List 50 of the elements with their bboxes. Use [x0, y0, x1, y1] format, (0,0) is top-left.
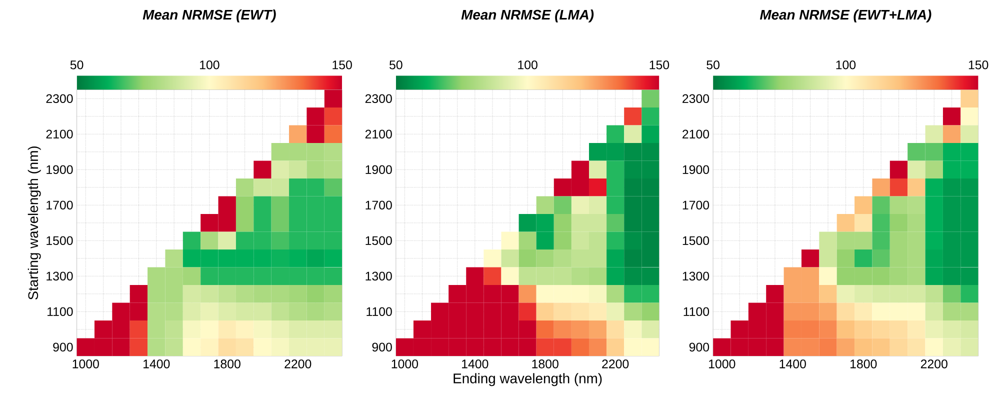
- y-axis-title: Starting wavelength (nm): [28, 146, 41, 300]
- color-bar-label: 150: [332, 60, 352, 70]
- chart-title: Mean NRMSE (EWT): [142, 10, 276, 22]
- y-tick-label: 1500: [366, 236, 392, 246]
- y-tick-label: 1100: [684, 307, 710, 316]
- color-bar-label: 100: [200, 60, 220, 70]
- y-tick-label: 1500: [682, 236, 710, 246]
- y-tick-label: 1500: [46, 236, 73, 246]
- y-tick-label: 900: [689, 342, 710, 352]
- y-tick-label: 1900: [366, 165, 392, 174]
- y-tick-label: 2100: [46, 130, 73, 139]
- y-tick-label: 1300: [682, 272, 710, 281]
- y-tick-label: 1700: [366, 200, 392, 210]
- x-tick-label: 1800: [214, 360, 240, 368]
- color-bar-label: 50: [390, 60, 402, 70]
- x-tick-label: 1000: [392, 360, 418, 368]
- color-bar-label: 50: [70, 60, 84, 70]
- x-tick-label: 1400: [144, 360, 170, 368]
- x-tick-label: 1000: [72, 360, 99, 368]
- y-tick-label: 2300: [46, 94, 73, 104]
- y-tick-label: 2300: [365, 94, 392, 104]
- color-bar-label: 150: [650, 60, 670, 70]
- chart-title: Mean NRMSE (LMA): [461, 10, 594, 22]
- y-tick-label: 900: [372, 342, 392, 352]
- y-tick-label: 2100: [682, 130, 710, 139]
- color-bar-label: 100: [836, 60, 856, 70]
- y-tick-label: 1100: [48, 307, 73, 316]
- y-tick-label: 1700: [682, 200, 710, 210]
- color-bar-label: 100: [518, 60, 538, 70]
- x-tick-label: 1800: [532, 360, 558, 368]
- y-tick-label: 1900: [46, 165, 73, 174]
- y-tick-label: 900: [53, 342, 73, 352]
- x-tick-label: 1800: [850, 360, 877, 368]
- x-tick-label: 2200: [284, 360, 312, 368]
- x-axis-title: Ending wavelength (nm): [454, 373, 602, 386]
- y-tick-label: 1300: [366, 272, 392, 281]
- chart-title: Mean NRMSE (EWT+LMA): [760, 10, 932, 22]
- color-bar-label: 150: [968, 60, 988, 70]
- y-tick-label: 1900: [682, 165, 710, 174]
- y-tick-label: 1100: [366, 307, 392, 316]
- x-tick-label: 1400: [780, 360, 806, 368]
- y-tick-label: 1300: [46, 272, 73, 281]
- y-tick-label: 2100: [365, 130, 392, 139]
- x-tick-label: 1400: [462, 360, 488, 368]
- x-tick-label: 2200: [602, 360, 629, 368]
- x-tick-label: 1000: [709, 360, 736, 368]
- color-bar-label: 50: [706, 60, 720, 70]
- y-tick-label: 2300: [682, 94, 710, 104]
- y-tick-label: 1700: [46, 200, 73, 210]
- x-tick-label: 2200: [920, 360, 948, 368]
